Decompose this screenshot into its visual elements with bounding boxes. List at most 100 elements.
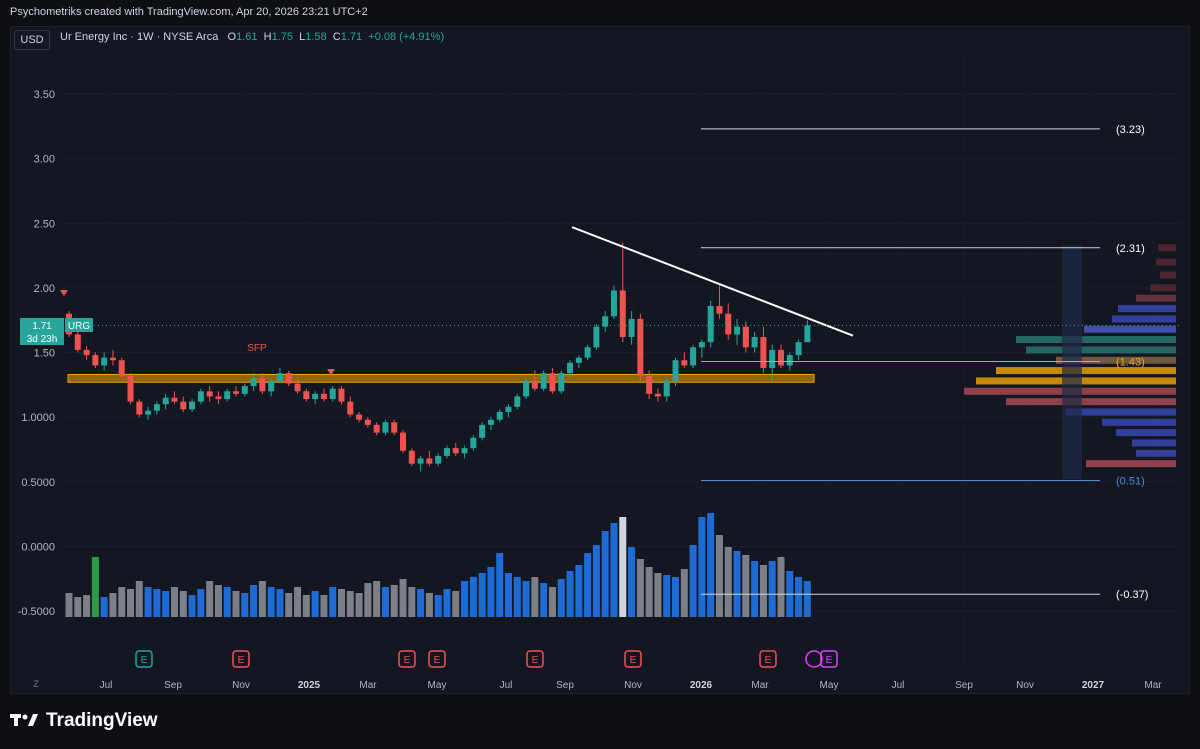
volume-bar	[170, 587, 178, 617]
candle-body	[74, 334, 81, 350]
candle-body	[575, 357, 582, 363]
candle-body	[233, 391, 240, 394]
volume-bar	[100, 597, 108, 617]
price-tag: 1.71 3d 23h URG	[20, 318, 93, 345]
x-tick-label: May	[820, 680, 839, 691]
candle-body	[417, 458, 424, 464]
volume-bar	[742, 555, 750, 617]
earnings-event-icon	[135, 650, 153, 668]
volume-profile-row	[1150, 284, 1176, 292]
tradingview-logo-icon	[10, 710, 40, 732]
candle-body	[320, 393, 327, 400]
volume-bar	[619, 517, 627, 617]
volume-profile-row	[1156, 258, 1176, 266]
volume-bar	[329, 587, 337, 617]
volume-bar	[707, 513, 715, 617]
candle-body	[646, 375, 653, 394]
candle-body	[690, 347, 697, 366]
volume-profile-row	[1056, 356, 1176, 364]
currency-button[interactable]: USD	[14, 30, 50, 50]
volume-bar	[302, 595, 310, 617]
y-tick-label: 1.50	[34, 348, 55, 360]
x-tick-label: 2027	[1082, 680, 1105, 691]
x-tick-label: Sep	[556, 680, 574, 691]
earnings-event-label: E	[404, 655, 411, 666]
candle-body	[531, 380, 538, 389]
candle-body	[716, 305, 723, 314]
candle-body	[479, 424, 486, 438]
y-tick-label: 1.0000	[21, 412, 55, 424]
close-label: C	[332, 31, 341, 43]
volume-bar	[768, 561, 776, 617]
candle-body	[725, 313, 732, 335]
candle-body	[276, 373, 283, 381]
volume-profile-row	[1136, 449, 1176, 457]
volume-bar	[285, 593, 293, 617]
volume-bar	[91, 557, 99, 617]
volume-bar	[162, 591, 170, 617]
fib-level-label: (1.43)	[1116, 357, 1145, 369]
open-value: 1.61	[236, 31, 258, 43]
volume-profile-row	[1016, 336, 1176, 344]
candle-body	[382, 422, 389, 433]
x-tick-label: Jul	[100, 680, 113, 691]
price-tag-bg	[20, 318, 64, 332]
volume-bar	[223, 587, 231, 617]
candle-body	[786, 355, 793, 366]
volume-bar	[557, 579, 565, 617]
candle-body	[760, 336, 767, 369]
volume-bar	[206, 581, 214, 617]
volume-bar	[355, 593, 363, 617]
volume-profile-row	[1112, 315, 1176, 323]
y-tick-label: 2.50	[34, 218, 55, 230]
candle-body	[303, 391, 310, 400]
volume-bar	[575, 565, 583, 617]
low-label: L	[299, 31, 306, 43]
volume-profile-row	[996, 367, 1176, 375]
candle-body	[118, 360, 125, 376]
earnings-event-label: E	[434, 655, 441, 666]
volume-profile-row	[1102, 418, 1176, 426]
high-label: H	[263, 31, 272, 43]
volume-bar	[452, 591, 460, 617]
candle-body	[391, 422, 398, 433]
candle-body	[540, 373, 547, 389]
candle-body	[136, 401, 143, 415]
volume-bar	[197, 589, 205, 617]
volume-bar	[531, 577, 539, 617]
candle-body	[250, 378, 257, 387]
volume-profile-row	[1066, 408, 1176, 416]
candle-body	[180, 401, 187, 410]
y-tick-label: 2.00	[34, 283, 55, 295]
candle-body	[364, 419, 371, 425]
symbol-info[interactable]: Ur Energy Inc · 1W · NYSE Arca	[60, 31, 219, 43]
price-tag-countdown: 3d 23h	[27, 334, 58, 345]
volume-bar	[698, 517, 706, 617]
volume-bar	[522, 581, 530, 617]
volume-bar	[434, 595, 442, 617]
candle-body	[400, 432, 407, 451]
candle-body	[435, 455, 442, 464]
volume-bar	[689, 545, 697, 617]
z-button[interactable]: Z	[33, 679, 39, 689]
x-tick-label: 2026	[690, 680, 713, 691]
x-tick-label: 2025	[298, 680, 321, 691]
volume-bar	[250, 585, 258, 617]
candle-body	[338, 388, 345, 402]
candle-body	[593, 326, 600, 348]
candle-body	[443, 448, 450, 456]
volume-profile-row	[1026, 346, 1176, 354]
candle-body	[206, 391, 213, 397]
volume-bar	[645, 567, 653, 617]
candle-body	[452, 448, 459, 454]
x-tick-label: May	[428, 680, 447, 691]
candle-body	[215, 396, 222, 400]
volume-bar	[425, 593, 433, 617]
volume-bar	[109, 593, 117, 617]
price-chart[interactable]: (3.23) (2.31) (1.43) (0.51) (-0.37) 3.50 3.00…	[0, 0, 1200, 700]
candle-body	[461, 448, 468, 454]
trendline	[62, 226, 1180, 337]
open-label: O	[227, 31, 237, 43]
candle-body	[294, 383, 301, 392]
volume-bar	[276, 589, 284, 617]
